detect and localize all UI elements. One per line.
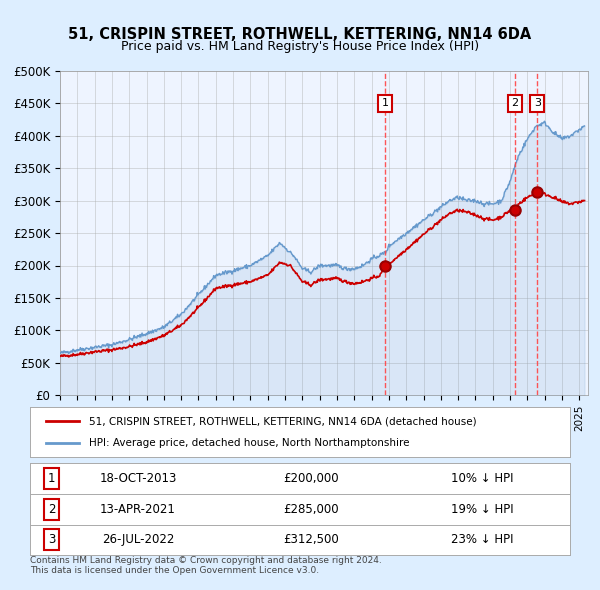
Text: 3: 3: [48, 533, 55, 546]
Text: 18-OCT-2013: 18-OCT-2013: [100, 472, 176, 485]
Text: 1: 1: [382, 99, 389, 108]
Text: 51, CRISPIN STREET, ROTHWELL, KETTERING, NN14 6DA: 51, CRISPIN STREET, ROTHWELL, KETTERING,…: [68, 27, 532, 41]
Text: £200,000: £200,000: [283, 472, 338, 485]
Text: £285,000: £285,000: [283, 503, 338, 516]
Text: 51, CRISPIN STREET, ROTHWELL, KETTERING, NN14 6DA (detached house): 51, CRISPIN STREET, ROTHWELL, KETTERING,…: [89, 416, 477, 426]
Text: 1: 1: [48, 472, 55, 485]
Text: 23% ↓ HPI: 23% ↓ HPI: [451, 533, 514, 546]
Text: Contains HM Land Registry data © Crown copyright and database right 2024.
This d: Contains HM Land Registry data © Crown c…: [30, 556, 382, 575]
Text: HPI: Average price, detached house, North Northamptonshire: HPI: Average price, detached house, Nort…: [89, 438, 410, 448]
Text: 10% ↓ HPI: 10% ↓ HPI: [451, 472, 514, 485]
Text: 19% ↓ HPI: 19% ↓ HPI: [451, 503, 514, 516]
Text: 13-APR-2021: 13-APR-2021: [100, 503, 176, 516]
Text: Price paid vs. HM Land Registry's House Price Index (HPI): Price paid vs. HM Land Registry's House …: [121, 40, 479, 53]
Text: 2: 2: [48, 503, 55, 516]
Text: 2: 2: [511, 99, 518, 108]
Text: £312,500: £312,500: [283, 533, 338, 546]
Text: 3: 3: [534, 99, 541, 108]
Text: 26-JUL-2022: 26-JUL-2022: [102, 533, 174, 546]
